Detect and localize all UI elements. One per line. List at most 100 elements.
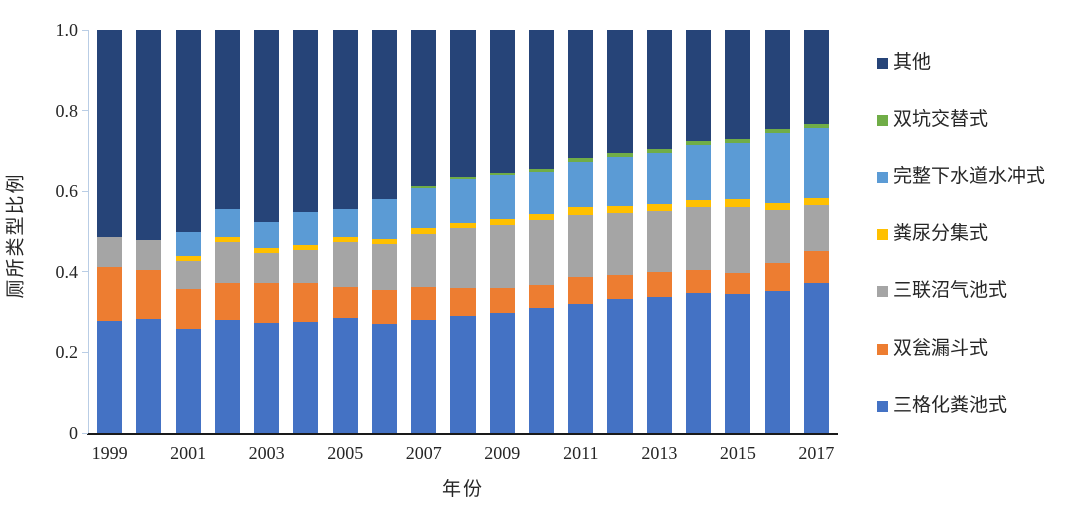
- y-tick-mark: [82, 110, 88, 112]
- bar-2006: [371, 30, 397, 433]
- bar-2005: [332, 30, 358, 433]
- bar-segment-2002-粪尿分集式: [214, 237, 240, 243]
- bar-slot-2002: [208, 30, 247, 433]
- x-tick-label-2005: 2005: [327, 443, 364, 463]
- legend-item-双坑交替式: 双坑交替式: [877, 109, 988, 131]
- bar-segment-2017-完整下水道水冲式: [803, 127, 829, 199]
- bar-segment-2001-三格化粪池式: [175, 329, 201, 433]
- bar-segment-2012-三联沼气池式: [607, 212, 633, 276]
- bar-2015: [725, 30, 751, 433]
- bar-2002: [214, 30, 240, 433]
- bar-segment-2001-完整下水道水冲式: [175, 231, 201, 257]
- legend-swatch-icon: [877, 285, 888, 297]
- x-axis-title: 年份: [441, 479, 484, 500]
- bar-segment-2001-双瓮漏斗式: [175, 289, 201, 330]
- bar-segment-2006-三联沼气池式: [371, 244, 397, 290]
- bar-slot-2017: [797, 30, 836, 433]
- bar-segment-2013-其他: [646, 30, 672, 150]
- y-tick-label: 0: [69, 423, 78, 443]
- y-tick-label: 0.2: [55, 342, 79, 363]
- y-tick-label: 1.0: [55, 20, 79, 40]
- bar-segment-2010-粪尿分集式: [528, 214, 555, 220]
- bar-segment-2010-完整下水道水冲式: [528, 171, 555, 215]
- bar-segment-2003-完整下水道水冲式: [254, 221, 280, 249]
- bar-1999: [97, 30, 123, 433]
- bar-segment-2011-双坑交替式: [568, 158, 594, 163]
- x-tick-label-1999: 1999: [91, 443, 128, 463]
- bar-segment-2007-其他: [411, 30, 437, 187]
- x-axis-line: [87, 433, 838, 435]
- bar-segment-2001-其他: [175, 30, 201, 232]
- bar-slot-2001: [169, 30, 208, 433]
- legend-label: 双瓮漏斗式: [893, 338, 989, 359]
- x-tick-label-2011: 2011: [563, 443, 599, 463]
- y-axis-title: 厕所类型比例: [5, 172, 27, 299]
- bar-slot-2011: [561, 30, 600, 433]
- bar-2000: [136, 30, 162, 433]
- bar-segment-1999-三联沼气池式: [97, 236, 123, 267]
- bar-2001: [175, 30, 201, 433]
- bar-segment-2007-三格化粪池式: [411, 320, 437, 433]
- bar-segment-2004-三联沼气池式: [293, 249, 319, 284]
- bar-segment-2007-双坑交替式: [411, 186, 437, 189]
- bar-segment-1999-双瓮漏斗式: [97, 266, 123, 321]
- x-tick-label-2001: 2001: [170, 443, 207, 463]
- bar-segment-2017-双瓮漏斗式: [803, 250, 829, 283]
- legend-label: 双坑交替式: [893, 109, 989, 130]
- bar-segment-2009-双瓮漏斗式: [489, 287, 515, 313]
- bar-segment-2013-三格化粪池式: [646, 297, 672, 433]
- bar-segment-2014-其他: [686, 30, 712, 142]
- bar-segment-2015-双坑交替式: [725, 138, 751, 143]
- bar-segment-2007-粪尿分集式: [411, 227, 437, 234]
- bar-segment-2008-双坑交替式: [450, 177, 476, 180]
- y-tick-label: 0.8: [55, 100, 79, 121]
- bar-segment-2006-完整下水道水冲式: [371, 199, 397, 240]
- bar-segment-2008-完整下水道水冲式: [450, 179, 476, 223]
- bar-2013: [646, 30, 672, 433]
- bar-slot-2009: [483, 30, 522, 433]
- bar-segment-2012-三格化粪池式: [607, 298, 633, 433]
- bar-2004: [293, 30, 319, 433]
- legend-item-三联沼气池式: 三联沼气池式: [877, 280, 1007, 302]
- bar-segment-2013-粪尿分集式: [646, 204, 672, 211]
- bar-segment-2003-三格化粪池式: [254, 323, 280, 433]
- bar-segment-2002-双瓮漏斗式: [214, 282, 240, 320]
- bar-segment-2009-三格化粪池式: [489, 312, 515, 433]
- legend-label: 其他: [893, 52, 932, 73]
- bar-segment-2013-双坑交替式: [646, 149, 672, 154]
- legend-swatch-icon: [877, 57, 888, 69]
- y-tick-mark: [82, 351, 88, 353]
- bar-2011: [568, 30, 594, 433]
- bar-segment-2010-双坑交替式: [528, 168, 555, 172]
- bar-segment-2013-三联沼气池式: [646, 210, 672, 272]
- bar-segment-2014-三格化粪池式: [686, 292, 712, 433]
- bar-segment-2011-完整下水道水冲式: [568, 162, 594, 208]
- bar-2012: [607, 30, 633, 433]
- x-tick-label-2013: 2013: [641, 443, 678, 463]
- bar-segment-2015-三联沼气池式: [725, 206, 751, 273]
- bar-segment-2008-双瓮漏斗式: [450, 287, 476, 317]
- bar-segment-2008-三格化粪池式: [450, 316, 476, 433]
- bar-segment-2009-双坑交替式: [489, 173, 515, 176]
- bar-segment-2009-其他: [489, 30, 515, 174]
- x-tick-label-2007: 2007: [405, 443, 442, 463]
- legend-label: 三联沼气池式: [893, 280, 1008, 301]
- bar-segment-2005-完整下水道水冲式: [332, 208, 358, 238]
- bar-segment-2001-粪尿分集式: [175, 256, 201, 261]
- legend-label: 粪尿分集式: [893, 223, 989, 244]
- bar-segment-2000-其他: [136, 30, 162, 241]
- bar-segment-2015-三格化粪池式: [725, 293, 751, 433]
- y-tick-label: 0.4: [55, 261, 79, 282]
- bar-slot-1999: [90, 30, 129, 433]
- y-tick-mark: [82, 271, 88, 273]
- bar-segment-2012-粪尿分集式: [607, 206, 633, 213]
- bar-segment-2005-其他: [332, 30, 358, 209]
- bar-segment-2011-三格化粪池式: [568, 304, 594, 433]
- bar-segment-2003-双瓮漏斗式: [254, 282, 280, 324]
- bar-segment-2007-双瓮漏斗式: [411, 287, 437, 321]
- bar-2010: [528, 30, 555, 433]
- legend-swatch-icon: [877, 343, 888, 355]
- bar-segment-2003-其他: [254, 30, 280, 222]
- bar-segment-2009-完整下水道水冲式: [489, 175, 515, 220]
- bar-segment-2003-三联沼气池式: [254, 252, 280, 283]
